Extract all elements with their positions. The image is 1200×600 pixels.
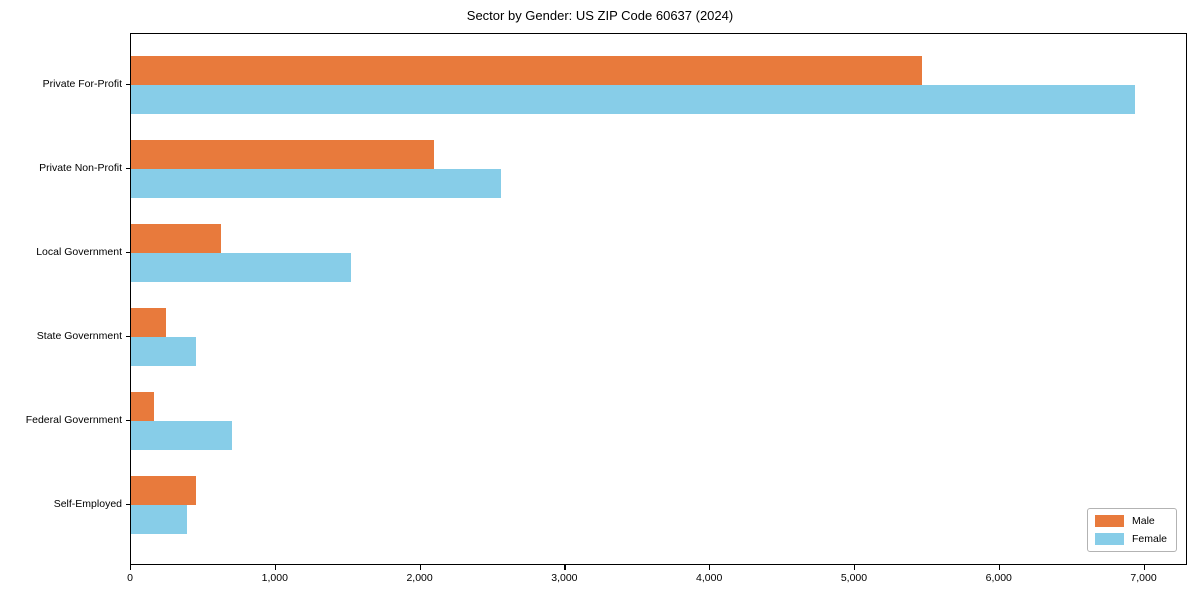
x-tick-label: 3,000: [551, 572, 578, 584]
legend-item-male: Male: [1094, 515, 1167, 527]
x-tick-mark: [998, 565, 1000, 570]
legend-item-female: Female: [1094, 533, 1167, 545]
bar-female-1: [131, 85, 1136, 114]
x-tick-label: 5,000: [840, 572, 868, 584]
y-tick-mark: [126, 84, 130, 86]
bar-male-5: [131, 392, 155, 421]
y-axis-label: Self-Employed: [53, 498, 122, 510]
x-tick-label: 2,000: [406, 572, 433, 584]
x-tick-mark: [564, 565, 566, 570]
legend-label-female: Female: [1131, 533, 1167, 545]
bar-male-6: [131, 476, 197, 505]
x-tick-mark: [853, 565, 856, 570]
bar-female-2: [131, 169, 501, 198]
bar-female-5: [131, 421, 233, 450]
plot-area: Male Female: [130, 33, 1187, 565]
legend: Male Female: [1086, 508, 1177, 552]
x-tick-mark: [419, 565, 421, 570]
bar-female-3: [131, 253, 351, 282]
y-axis-label: Private Non-Profit: [39, 162, 122, 174]
legend-label-male: Male: [1131, 515, 1155, 527]
bar-male-1: [131, 56, 922, 85]
x-tick-mark: [274, 565, 276, 570]
x-tick-mark: [709, 565, 711, 570]
x-tick-label: 0: [127, 572, 133, 584]
y-axis-label: State Government: [36, 330, 122, 342]
x-tick-label: 4,000: [696, 572, 723, 584]
male-color-swatch: [1094, 515, 1124, 527]
bar-male-2: [131, 140, 435, 169]
y-tick-mark: [126, 336, 130, 338]
x-tick-label: 1,000: [261, 572, 288, 584]
bar-female-6: [131, 505, 188, 534]
y-tick-mark: [126, 252, 130, 254]
y-tick-mark: [126, 168, 130, 170]
chart-title: Sector by Gender: US ZIP Code 60637 (202…: [466, 8, 734, 23]
bar-male-3: [131, 224, 221, 253]
bar-female-4: [131, 337, 197, 366]
x-tick-mark: [130, 565, 132, 570]
female-color-swatch: [1094, 533, 1124, 545]
bar-male-4: [131, 308, 166, 337]
y-tick-mark: [126, 504, 130, 506]
y-tick-mark: [126, 420, 130, 422]
y-axis-label: Local Government: [36, 246, 122, 258]
y-axis-label: Private For-Profit: [42, 78, 122, 90]
y-axis-label: Federal Government: [25, 414, 122, 426]
x-tick-mark: [1143, 565, 1145, 570]
x-tick-label: 7,000: [1130, 572, 1157, 584]
x-tick-label: 6,000: [985, 572, 1012, 584]
